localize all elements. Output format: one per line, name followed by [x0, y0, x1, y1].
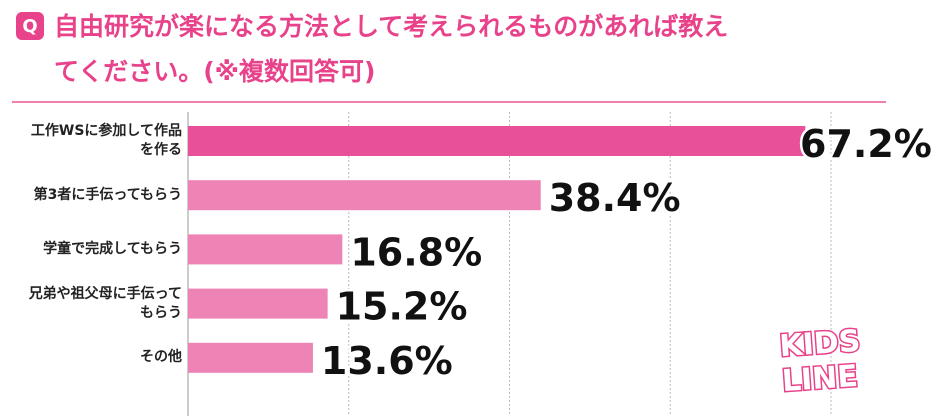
bar — [188, 180, 541, 211]
value-label: 15.2% — [336, 285, 468, 329]
bar — [188, 288, 328, 319]
logo-text: LINE — [781, 359, 859, 399]
category-label: 第3者に手伝ってもらう — [33, 186, 182, 203]
value-label: 13.6% — [321, 339, 453, 383]
badge-bg — [16, 12, 44, 40]
title-line: 自由研究が楽になる方法として考えられるものがあれば教え — [54, 12, 728, 41]
bar — [188, 342, 313, 373]
value-label: 16.8% — [350, 230, 482, 274]
bar — [188, 126, 806, 156]
category-label: その他 — [140, 349, 182, 366]
category-label: 兄弟や祖父母に手伝ってもらう — [28, 285, 182, 321]
title-line: てください。(※複数回答可) — [54, 57, 375, 86]
category-label: 学童で完成してもらう — [43, 240, 182, 257]
category-label: 工作WSに参加して作品を作る — [30, 123, 182, 158]
bar — [188, 234, 343, 265]
value-label: 67.2% — [800, 122, 932, 166]
logo-text: KIDS — [778, 324, 861, 365]
badge: Q — [22, 16, 37, 37]
value-label: 38.4% — [549, 176, 681, 220]
